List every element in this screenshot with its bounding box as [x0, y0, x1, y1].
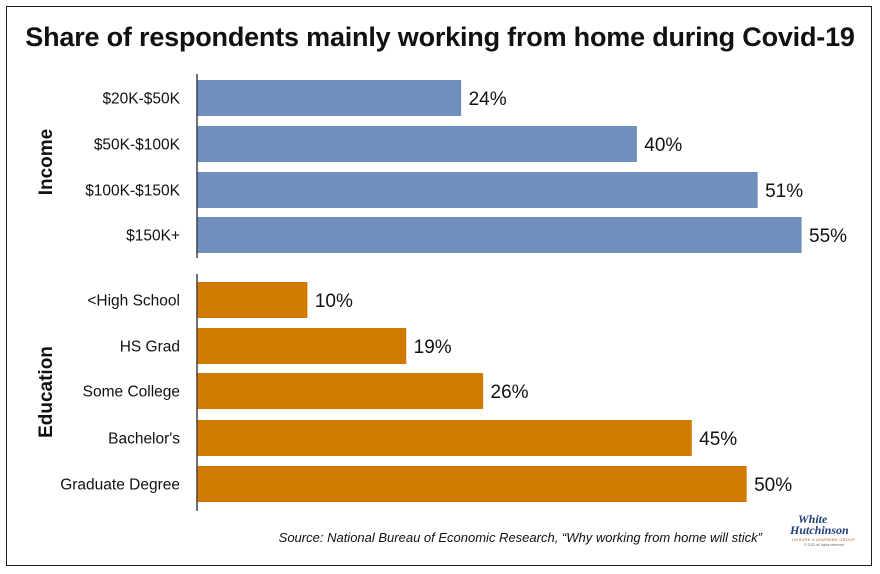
education-data-label-1: 10% [315, 291, 353, 312]
source-note: Source: National Bureau of Economic Rese… [278, 530, 762, 545]
income-data-label-3: 51% [765, 181, 803, 202]
income-data-label-1: 24% [469, 89, 507, 110]
income-group-label: Income [36, 129, 57, 196]
income-category-label-3: $100K-$150K [85, 183, 180, 200]
income-category-label-2: $50K-$100K [94, 137, 181, 154]
income-data-label-4: 55% [809, 226, 847, 247]
education-bar-1 [197, 282, 308, 318]
white-hutchinson-logo: White Hutchinson LEISURE & LEARNING GROU… [790, 512, 856, 548]
education-group-label: Education [36, 346, 57, 438]
income-bar-1 [197, 80, 462, 116]
education-category-label-2: HS Grad [120, 339, 180, 356]
education-bar-5 [197, 466, 747, 502]
logo-line-2: Hutchinson [790, 523, 849, 537]
education-category-label-4: Bachelor's [108, 431, 180, 448]
education-bar-2 [197, 328, 407, 364]
education-data-label-3: 26% [491, 382, 529, 403]
education-data-label-5: 50% [754, 475, 792, 496]
income-data-label-2: 40% [644, 135, 682, 156]
education-category-label-1: <High School [87, 293, 180, 310]
education-category-label-5: Graduate Degree [60, 477, 180, 494]
education-bar-4 [197, 420, 692, 456]
education-data-label-4: 45% [699, 429, 737, 450]
logo-line-1: White [798, 512, 828, 526]
income-category-label-1: $20K-$50K [102, 91, 180, 108]
education-category-label-3: Some College [83, 384, 180, 401]
income-bar-4 [197, 217, 802, 253]
income-bar-3 [197, 172, 758, 208]
chart-title: Share of respondents mainly working from… [25, 22, 855, 52]
income-bar-2 [197, 126, 637, 162]
logo-tagline: LEISURE & LEARNING GROUP [792, 537, 856, 542]
education-bar-3 [197, 373, 484, 409]
logo-copyright: © 2021 all rights reserved [804, 543, 844, 547]
education-data-label-2: 19% [414, 337, 452, 358]
income-category-label-4: $150K+ [126, 228, 180, 245]
